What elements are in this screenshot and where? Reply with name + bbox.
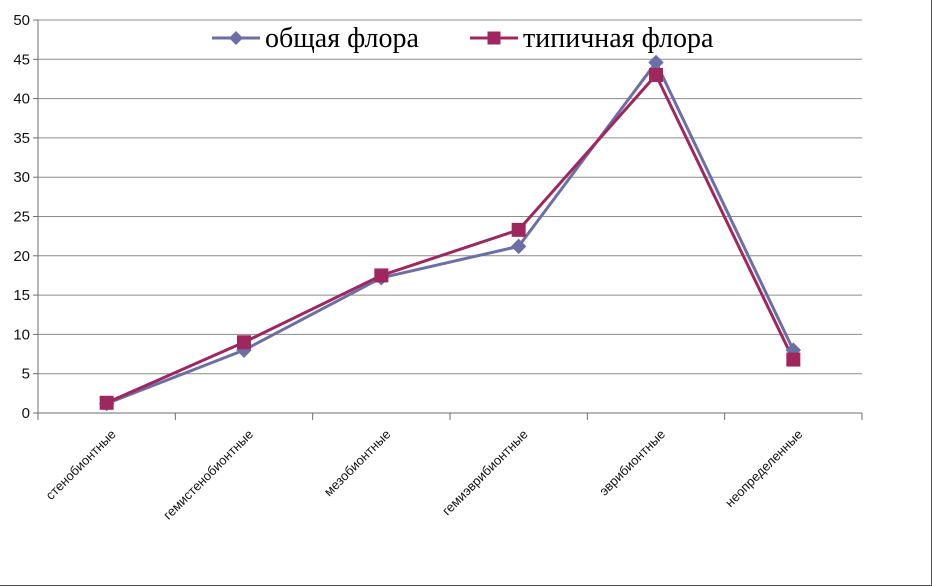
y-tick-label-10: 10 [13, 326, 30, 343]
y-tick-label-20: 20 [13, 248, 30, 265]
y-tick-label-40: 40 [13, 91, 30, 108]
series-2-point-3 [374, 268, 389, 283]
y-axis-tick-labels: 0 5 10 15 20 25 30 35 40 45 50 [13, 12, 30, 422]
series-2-point-6 [786, 352, 801, 367]
legend-marker-2 [487, 31, 501, 45]
x-category-label-1: стенобионтные [43, 427, 119, 503]
y-tick-label-30: 30 [13, 169, 30, 186]
x-category-label-2: гемистенобионтные [160, 427, 256, 523]
y-tick-label-25: 25 [13, 209, 30, 226]
y-tick-label-50: 50 [13, 12, 30, 29]
series-1-point-4 [510, 238, 527, 255]
y-tick-label-5: 5 [22, 366, 30, 383]
legend-marker-1 [229, 31, 243, 45]
gridlines [38, 19, 862, 375]
x-category-label-3: мезобионтные [321, 427, 394, 500]
series-2-point-4 [511, 222, 526, 237]
x-category-label-4: гемиэврибионтные [439, 427, 531, 519]
series-layer [98, 54, 802, 412]
y-tick-label-0: 0 [22, 405, 30, 422]
series-2-point-1 [99, 395, 114, 410]
series-2-point-2 [237, 335, 251, 350]
y-tick-label-45: 45 [13, 51, 30, 68]
legend-label-1: общая флора [265, 23, 420, 54]
x-category-label-5: эврибионтные [596, 427, 668, 499]
y-tick-label-35: 35 [13, 130, 30, 147]
series-2-point-5 [649, 68, 663, 83]
axes [33, 19, 863, 420]
legend: общая флора типичная флора [212, 23, 714, 54]
series-line-2 [106, 73, 795, 405]
legend-label-2: типичная флора [523, 23, 714, 54]
y-tick-label-15: 15 [13, 287, 30, 304]
x-axis-category-labels: стенобионтные гемистенобионтные мезобионтн… [43, 427, 806, 523]
x-category-label-6: неопределенные [722, 427, 805, 510]
series-line-1 [106, 60, 795, 405]
